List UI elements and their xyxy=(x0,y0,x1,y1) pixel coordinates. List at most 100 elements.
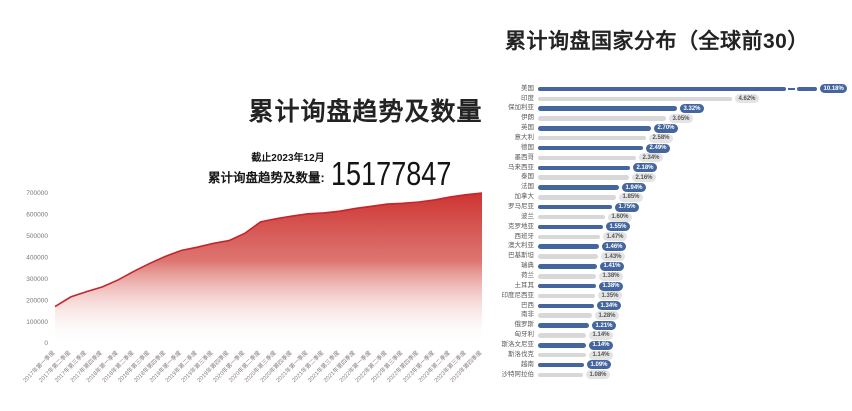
y-tick-label: 200000 xyxy=(26,297,48,304)
value-bar xyxy=(538,234,600,240)
country-label: 意大利 xyxy=(514,133,535,141)
percent-pill: 1.55% xyxy=(606,222,631,232)
percent-pill: 1.14% xyxy=(589,340,614,350)
bar-row: 意大利 2.58% xyxy=(500,133,852,143)
value-bar xyxy=(538,135,646,141)
country-label: 印度尼西亚 xyxy=(501,291,535,299)
country-label: 泰国 xyxy=(521,173,534,181)
bar-row: 伊朗 3.05% xyxy=(500,114,852,124)
percent-pill: 1.09% xyxy=(587,360,612,370)
bar-row: 泰国 2.16% xyxy=(500,173,852,183)
country-label: 土耳其 xyxy=(514,281,535,289)
value-bar xyxy=(538,323,589,328)
percent-pill: 1.85% xyxy=(619,192,644,202)
bar-row: 波兰 1.60% xyxy=(500,212,852,222)
bar-row: 罗马尼亚 1.75% xyxy=(500,202,852,212)
percent-pill: 1.38% xyxy=(599,271,624,281)
value-bar xyxy=(538,264,597,269)
value-bar-segment xyxy=(797,86,817,92)
percent-pill: 2.49% xyxy=(646,143,671,153)
value-bar xyxy=(538,372,583,378)
bar-row: 俄罗斯 1.21% xyxy=(500,321,852,331)
bar-row: 德国 2.49% xyxy=(500,143,852,153)
country-label: 沙特阿拉伯 xyxy=(501,370,535,378)
value-bar xyxy=(538,204,612,210)
value-bar xyxy=(538,86,786,92)
y-tick-label: 700000 xyxy=(26,190,48,197)
value-bar xyxy=(538,185,619,190)
country-label: 罗马尼亚 xyxy=(508,202,534,210)
percent-pill: 10.18% xyxy=(820,84,848,94)
percent-pill: 1.14% xyxy=(589,330,614,340)
country-label: 伊朗 xyxy=(521,114,534,122)
trend-stat-value: 15177847 xyxy=(330,155,452,192)
percent-pill: 1.28% xyxy=(595,311,620,321)
bar-row: 法国 1.94% xyxy=(500,183,852,193)
bar-row: 马来西亚 2.18% xyxy=(500,163,852,173)
percent-pill: 1.46% xyxy=(602,242,627,252)
percent-pill: 2.18% xyxy=(633,163,658,173)
value-bar xyxy=(538,343,586,348)
bar-row: 越南 1.09% xyxy=(500,360,852,370)
value-bar xyxy=(538,274,596,279)
percent-pill: 3.05% xyxy=(669,114,694,123)
percent-pill: 2.16% xyxy=(632,173,657,183)
trend-area-fill xyxy=(55,193,482,343)
country-label: 越南 xyxy=(521,360,534,368)
percent-pill: 3.32% xyxy=(680,104,705,114)
value-bar xyxy=(538,352,586,358)
percent-pill: 1.38% xyxy=(599,281,624,291)
value-bar xyxy=(538,333,586,338)
value-bar xyxy=(538,165,630,171)
bar-row: 巴西 1.34% xyxy=(500,301,852,311)
country-label: 斯洛伐克 xyxy=(508,350,534,358)
bar-row: 沙特阿拉伯 1.08% xyxy=(500,370,852,380)
percent-pill: 2.58% xyxy=(649,133,674,143)
value-bar xyxy=(538,254,598,259)
country-label: 俄罗斯 xyxy=(514,321,535,329)
value-bar xyxy=(538,116,666,121)
percent-pill: 1.47% xyxy=(603,232,628,242)
bar-row: 荷兰 1.38% xyxy=(500,271,852,281)
value-bar xyxy=(538,313,592,318)
percent-pill: 1.35% xyxy=(598,291,623,301)
value-bar xyxy=(538,175,629,180)
trend-chart-title: 累计询盘趋势及数量 xyxy=(248,98,483,126)
bar-row: 印度 4.62% xyxy=(500,94,852,104)
bar-row: 巴基斯坦 1.43% xyxy=(500,252,852,262)
percent-pill: 1.60% xyxy=(608,212,633,222)
country-chart-title: 累计询盘国家分布（全球前30） xyxy=(505,30,809,53)
bar-row: 克罗地亚 1.55% xyxy=(500,222,852,232)
bar-row: 南非 1.28% xyxy=(500,311,852,321)
bar-row: 英国 2.70% xyxy=(500,123,852,133)
bar-row: 瑞典 1.41% xyxy=(500,261,852,271)
value-bar xyxy=(538,145,643,151)
percent-pill: 2.70% xyxy=(654,123,679,133)
value-bar xyxy=(538,362,584,368)
bar-row: 美国 10.18% xyxy=(500,84,852,94)
country-label: 澳大利亚 xyxy=(508,242,534,250)
country-label: 巴基斯坦 xyxy=(508,252,534,260)
country-label: 美国 xyxy=(521,84,534,92)
percent-pill: 1.14% xyxy=(589,350,614,360)
bar-row: 保加利亚 3.32% xyxy=(500,104,852,114)
country-label: 马来西亚 xyxy=(508,163,534,171)
y-tick-label: 500000 xyxy=(26,233,48,240)
trend-stat-texts: 截止2023年12月 累计询盘趋势及数量: xyxy=(208,149,325,190)
value-bar xyxy=(538,303,594,309)
percent-pill: 1.34% xyxy=(597,301,622,311)
country-label: 墨西哥 xyxy=(514,153,535,161)
percent-pill: 2.34% xyxy=(639,153,664,163)
y-tick-label: 400000 xyxy=(26,255,48,262)
country-label: 瑞典 xyxy=(521,262,534,270)
country-label: 英国 xyxy=(521,124,534,132)
value-bar xyxy=(538,244,599,249)
y-tick-label: 300000 xyxy=(26,276,48,283)
bar-row: 斯洛伐克 1.14% xyxy=(500,350,852,360)
bar-row: 澳大利亚 1.46% xyxy=(500,242,852,252)
country-label: 南非 xyxy=(521,311,534,319)
trend-stat-label: 累计询盘趋势及数量: xyxy=(208,171,325,185)
country-label: 德国 xyxy=(521,143,534,151)
bar-row: 加拿大 1.85% xyxy=(500,192,852,202)
country-label: 匈牙利 xyxy=(514,331,535,339)
